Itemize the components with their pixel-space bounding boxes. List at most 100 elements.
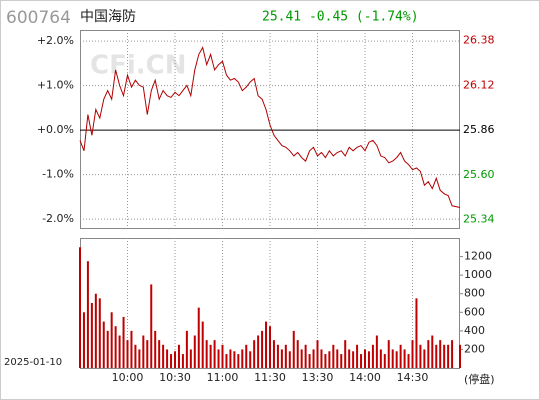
volume-bar <box>189 349 192 368</box>
volume-bar <box>284 344 287 368</box>
volume-bar <box>193 335 196 368</box>
volume-bar <box>158 340 161 368</box>
volume-bar <box>447 344 450 368</box>
volume-bar <box>348 349 351 368</box>
volume-bar <box>300 349 303 368</box>
volume-bar <box>79 247 81 368</box>
volume-bar <box>90 303 93 368</box>
volume-bar <box>427 340 430 368</box>
volume-bar <box>177 344 180 368</box>
volume-bar <box>213 340 216 368</box>
volume-tick-label: 1000 <box>464 268 492 281</box>
volume-bar <box>197 307 200 368</box>
volume-bar <box>360 354 363 368</box>
volume-bar <box>415 298 418 368</box>
volume-bar <box>154 330 157 368</box>
volume-bar <box>292 330 295 368</box>
volume-bar <box>375 335 378 368</box>
volume-bar <box>296 340 299 368</box>
volume-bar <box>395 351 398 368</box>
volume-bar <box>233 351 236 368</box>
volume-bar <box>431 335 434 368</box>
volume-bar <box>356 344 359 368</box>
volume-bar <box>320 349 323 368</box>
volume-bar <box>435 344 438 368</box>
volume-bar <box>328 351 331 368</box>
y2-tick-label: 26.12 <box>463 78 495 91</box>
volume-tick-label: 1200 <box>464 250 492 263</box>
volume-bar <box>114 326 117 368</box>
volume-bar <box>308 354 311 368</box>
volume-tick-label: 800 <box>464 287 485 300</box>
x-tick-label: 10:30 <box>159 371 191 384</box>
volume-bar <box>221 344 224 368</box>
volume-bar <box>265 321 268 368</box>
volume-bar <box>288 351 291 368</box>
y2-tick-label: 25.60 <box>463 168 495 181</box>
y2-tick-label: 26.38 <box>463 34 495 47</box>
volume-bar <box>229 349 232 368</box>
volume-bar <box>403 349 406 368</box>
volume-bar <box>407 354 410 368</box>
y-tick-label: +1.0% <box>37 79 74 92</box>
x-tick-label: 11:00 <box>207 371 239 384</box>
date: 2025-01-10 <box>4 357 62 368</box>
volume-bar <box>269 326 271 368</box>
volume-bar <box>162 344 165 368</box>
volume-bar <box>439 340 442 368</box>
volume-bar <box>82 312 85 368</box>
volume-bar <box>142 335 145 368</box>
volume-bar <box>201 321 204 368</box>
volume-bar <box>391 349 394 368</box>
volume-tick-label: 200 <box>464 342 485 355</box>
volume-bar <box>451 340 454 368</box>
volume-bar <box>443 344 446 368</box>
volume-bar <box>411 340 414 368</box>
y-tick-label: -1.0% <box>42 168 74 181</box>
volume-bar <box>174 351 176 368</box>
volume-bar <box>272 340 275 368</box>
volume-bar <box>419 344 422 368</box>
volume-bar <box>138 349 141 368</box>
volume-bar <box>383 354 386 368</box>
volume-bar <box>352 351 355 368</box>
volume-bar <box>324 354 327 368</box>
volume-bar <box>126 340 129 368</box>
volume-bar <box>150 284 153 368</box>
volume-bar <box>312 349 315 368</box>
volume-bar <box>166 349 169 368</box>
volume-bar <box>344 340 347 368</box>
volume-bar <box>130 330 133 368</box>
stock-name: 中国海防 <box>80 9 136 25</box>
volume-bar <box>205 340 208 368</box>
volume-bar <box>118 335 121 368</box>
volume-bar <box>379 349 382 368</box>
quote: 25.41 -0.45 (-1.74%) <box>262 10 419 25</box>
volume-bar <box>245 344 248 368</box>
volume-bar <box>94 293 97 368</box>
y-tick-label: +0.0% <box>37 123 74 136</box>
volume-bar <box>106 330 109 368</box>
volume-bar <box>217 349 220 368</box>
volume-bar <box>241 349 244 368</box>
x-tick-label: 14:30 <box>397 371 429 384</box>
suspend-label: (停盘) <box>464 372 495 386</box>
volume-bar <box>280 349 283 368</box>
volume-bar <box>364 349 366 368</box>
x-tick-label: 14:00 <box>349 371 381 384</box>
x-tick-label: 11:30 <box>254 371 286 384</box>
volume-bar <box>102 321 105 368</box>
volume-bar <box>249 351 252 368</box>
y2-tick-label: 25.86 <box>463 123 495 136</box>
volume-bar <box>170 354 173 368</box>
volume-bar <box>261 330 264 368</box>
volume-bar <box>336 349 339 368</box>
volume-bar <box>371 344 374 368</box>
price-line <box>79 46 461 208</box>
y-tick-label: -2.0% <box>42 212 74 225</box>
volume-bar <box>367 351 370 368</box>
volume-bar <box>399 344 402 368</box>
x-tick-label: 10:00 <box>112 371 144 384</box>
volume-bar <box>110 312 113 368</box>
y-tick-label: +2.0% <box>37 34 74 47</box>
